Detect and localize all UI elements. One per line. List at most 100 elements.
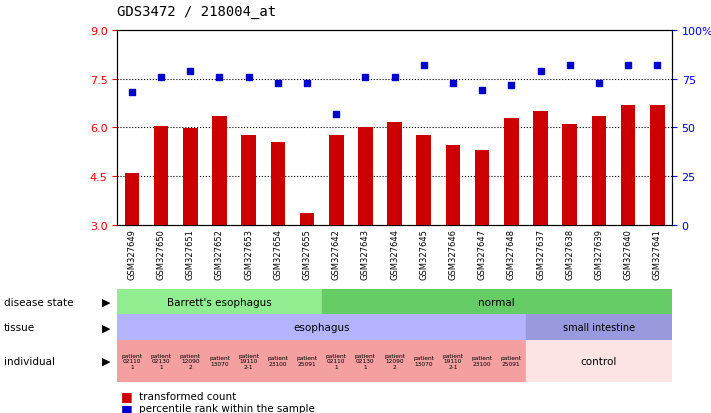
Text: patient
02110
1: patient 02110 1 bbox=[122, 353, 142, 369]
Text: GSM327655: GSM327655 bbox=[303, 228, 311, 279]
Text: GSM327653: GSM327653 bbox=[244, 228, 253, 279]
Text: GSM327638: GSM327638 bbox=[565, 228, 574, 279]
Bar bbox=[592, 117, 606, 225]
Text: GSM327645: GSM327645 bbox=[419, 228, 428, 279]
Bar bbox=[621, 105, 636, 225]
Point bbox=[331, 111, 342, 118]
Bar bbox=[533, 112, 548, 225]
Point bbox=[156, 74, 167, 81]
Bar bbox=[329, 136, 343, 225]
Text: GSM327639: GSM327639 bbox=[594, 228, 604, 279]
Bar bbox=[526, 315, 672, 340]
Text: GSM327647: GSM327647 bbox=[478, 228, 486, 279]
Bar bbox=[183, 129, 198, 225]
Bar bbox=[176, 340, 205, 382]
Bar bbox=[410, 340, 439, 382]
Text: Barrett's esophagus: Barrett's esophagus bbox=[167, 297, 272, 307]
Text: GSM327650: GSM327650 bbox=[156, 228, 166, 279]
Bar bbox=[504, 118, 518, 225]
Bar bbox=[234, 340, 263, 382]
Text: patient
19110
2-1: patient 19110 2-1 bbox=[442, 353, 464, 369]
Bar bbox=[650, 105, 665, 225]
Text: percentile rank within the sample: percentile rank within the sample bbox=[139, 404, 314, 413]
Text: GSM327640: GSM327640 bbox=[624, 228, 633, 279]
Text: esophagus: esophagus bbox=[294, 323, 350, 332]
Text: ■: ■ bbox=[121, 402, 133, 413]
Text: patient
12090
2: patient 12090 2 bbox=[180, 353, 201, 369]
Point bbox=[506, 82, 517, 89]
Text: tissue: tissue bbox=[4, 323, 35, 332]
Bar bbox=[439, 340, 468, 382]
Text: control: control bbox=[581, 356, 617, 366]
Point bbox=[476, 88, 488, 95]
Text: patient
02110
1: patient 02110 1 bbox=[326, 353, 347, 369]
Bar bbox=[117, 315, 526, 340]
Bar bbox=[526, 340, 672, 382]
Point bbox=[127, 90, 138, 96]
Point bbox=[651, 63, 663, 69]
Bar bbox=[124, 173, 139, 225]
Text: patient
25091: patient 25091 bbox=[501, 356, 522, 366]
Text: ▶: ▶ bbox=[102, 323, 110, 332]
Bar bbox=[497, 340, 526, 382]
Text: ▶: ▶ bbox=[102, 356, 110, 366]
Text: patient
13070: patient 13070 bbox=[413, 356, 434, 366]
Bar bbox=[117, 340, 146, 382]
Text: patient
23100: patient 23100 bbox=[471, 356, 493, 366]
Bar bbox=[300, 214, 314, 225]
Bar bbox=[263, 340, 292, 382]
Point bbox=[185, 69, 196, 75]
Bar bbox=[446, 146, 460, 225]
Point bbox=[272, 80, 284, 87]
Text: GSM327646: GSM327646 bbox=[449, 228, 457, 279]
Text: GSM327637: GSM327637 bbox=[536, 228, 545, 279]
Point bbox=[214, 74, 225, 81]
Point bbox=[447, 80, 459, 87]
Text: patient
02130
1: patient 02130 1 bbox=[355, 353, 376, 369]
Text: GDS3472 / 218004_at: GDS3472 / 218004_at bbox=[117, 5, 277, 19]
Text: GSM327648: GSM327648 bbox=[507, 228, 516, 279]
Bar bbox=[205, 340, 234, 382]
Bar bbox=[321, 340, 351, 382]
Text: GSM327642: GSM327642 bbox=[332, 228, 341, 279]
Bar bbox=[475, 151, 489, 225]
Text: patient
13070: patient 13070 bbox=[209, 356, 230, 366]
Bar bbox=[468, 340, 497, 382]
Text: transformed count: transformed count bbox=[139, 391, 236, 401]
Bar bbox=[241, 136, 256, 225]
Text: ▶: ▶ bbox=[102, 297, 110, 307]
Point bbox=[564, 63, 575, 69]
Text: GSM327652: GSM327652 bbox=[215, 228, 224, 279]
Point bbox=[360, 74, 371, 81]
Text: disease state: disease state bbox=[4, 297, 73, 307]
Bar bbox=[562, 125, 577, 225]
Point bbox=[535, 69, 546, 75]
Bar bbox=[271, 142, 285, 225]
Bar bbox=[417, 136, 431, 225]
Text: individual: individual bbox=[4, 356, 55, 366]
Point bbox=[418, 63, 429, 69]
Bar bbox=[358, 128, 373, 225]
Bar bbox=[380, 340, 410, 382]
Text: patient
25091: patient 25091 bbox=[296, 356, 318, 366]
Text: GSM327641: GSM327641 bbox=[653, 228, 662, 279]
Bar bbox=[351, 340, 380, 382]
Point bbox=[389, 74, 400, 81]
Point bbox=[301, 80, 313, 87]
Text: GSM327644: GSM327644 bbox=[390, 228, 399, 279]
Text: small intestine: small intestine bbox=[563, 323, 635, 332]
Text: ■: ■ bbox=[121, 389, 133, 403]
Bar bbox=[154, 126, 169, 225]
Text: patient
02130
1: patient 02130 1 bbox=[151, 353, 171, 369]
Bar bbox=[117, 289, 321, 315]
Point bbox=[622, 63, 634, 69]
Bar bbox=[321, 289, 672, 315]
Text: GSM327654: GSM327654 bbox=[273, 228, 282, 279]
Point bbox=[243, 74, 255, 81]
Text: GSM327649: GSM327649 bbox=[127, 228, 137, 279]
Bar bbox=[212, 117, 227, 225]
Point bbox=[593, 80, 604, 87]
Bar bbox=[292, 340, 321, 382]
Text: GSM327651: GSM327651 bbox=[186, 228, 195, 279]
Text: patient
19110
2-1: patient 19110 2-1 bbox=[238, 353, 259, 369]
